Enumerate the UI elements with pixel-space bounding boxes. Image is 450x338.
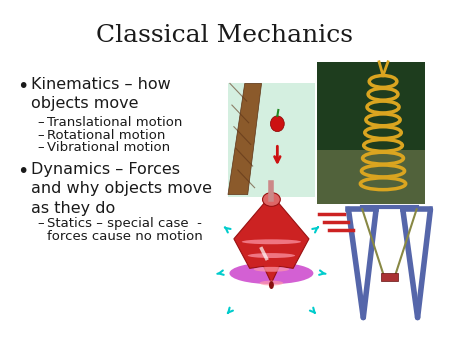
Text: •: • xyxy=(18,162,29,181)
Text: –: – xyxy=(37,217,44,230)
Bar xyxy=(228,83,315,196)
Text: –: – xyxy=(37,129,44,142)
Text: Statics – special case  -: Statics – special case - xyxy=(47,217,202,230)
Ellipse shape xyxy=(242,239,301,244)
Ellipse shape xyxy=(230,262,313,284)
Ellipse shape xyxy=(269,281,274,289)
Text: forces cause no motion: forces cause no motion xyxy=(47,230,203,243)
Text: –: – xyxy=(37,116,44,129)
Ellipse shape xyxy=(270,116,284,131)
Text: Vibrational motion: Vibrational motion xyxy=(47,142,171,154)
Text: •: • xyxy=(18,76,29,96)
Text: Dynamics – Forces
and why objects move
as they do: Dynamics – Forces and why objects move a… xyxy=(32,162,212,216)
Text: Classical Mechanics: Classical Mechanics xyxy=(96,24,354,47)
Bar xyxy=(317,150,426,204)
Bar xyxy=(381,273,398,281)
Ellipse shape xyxy=(254,267,289,272)
Ellipse shape xyxy=(248,253,295,258)
Text: Translational motion: Translational motion xyxy=(47,116,183,129)
Ellipse shape xyxy=(262,193,280,207)
Ellipse shape xyxy=(260,281,283,286)
Text: Rotational motion: Rotational motion xyxy=(47,129,166,142)
Polygon shape xyxy=(228,83,261,195)
Bar xyxy=(317,62,426,204)
Text: Kinematics – how
objects move: Kinematics – how objects move xyxy=(32,76,171,111)
Polygon shape xyxy=(234,195,309,283)
Text: –: – xyxy=(37,142,44,154)
